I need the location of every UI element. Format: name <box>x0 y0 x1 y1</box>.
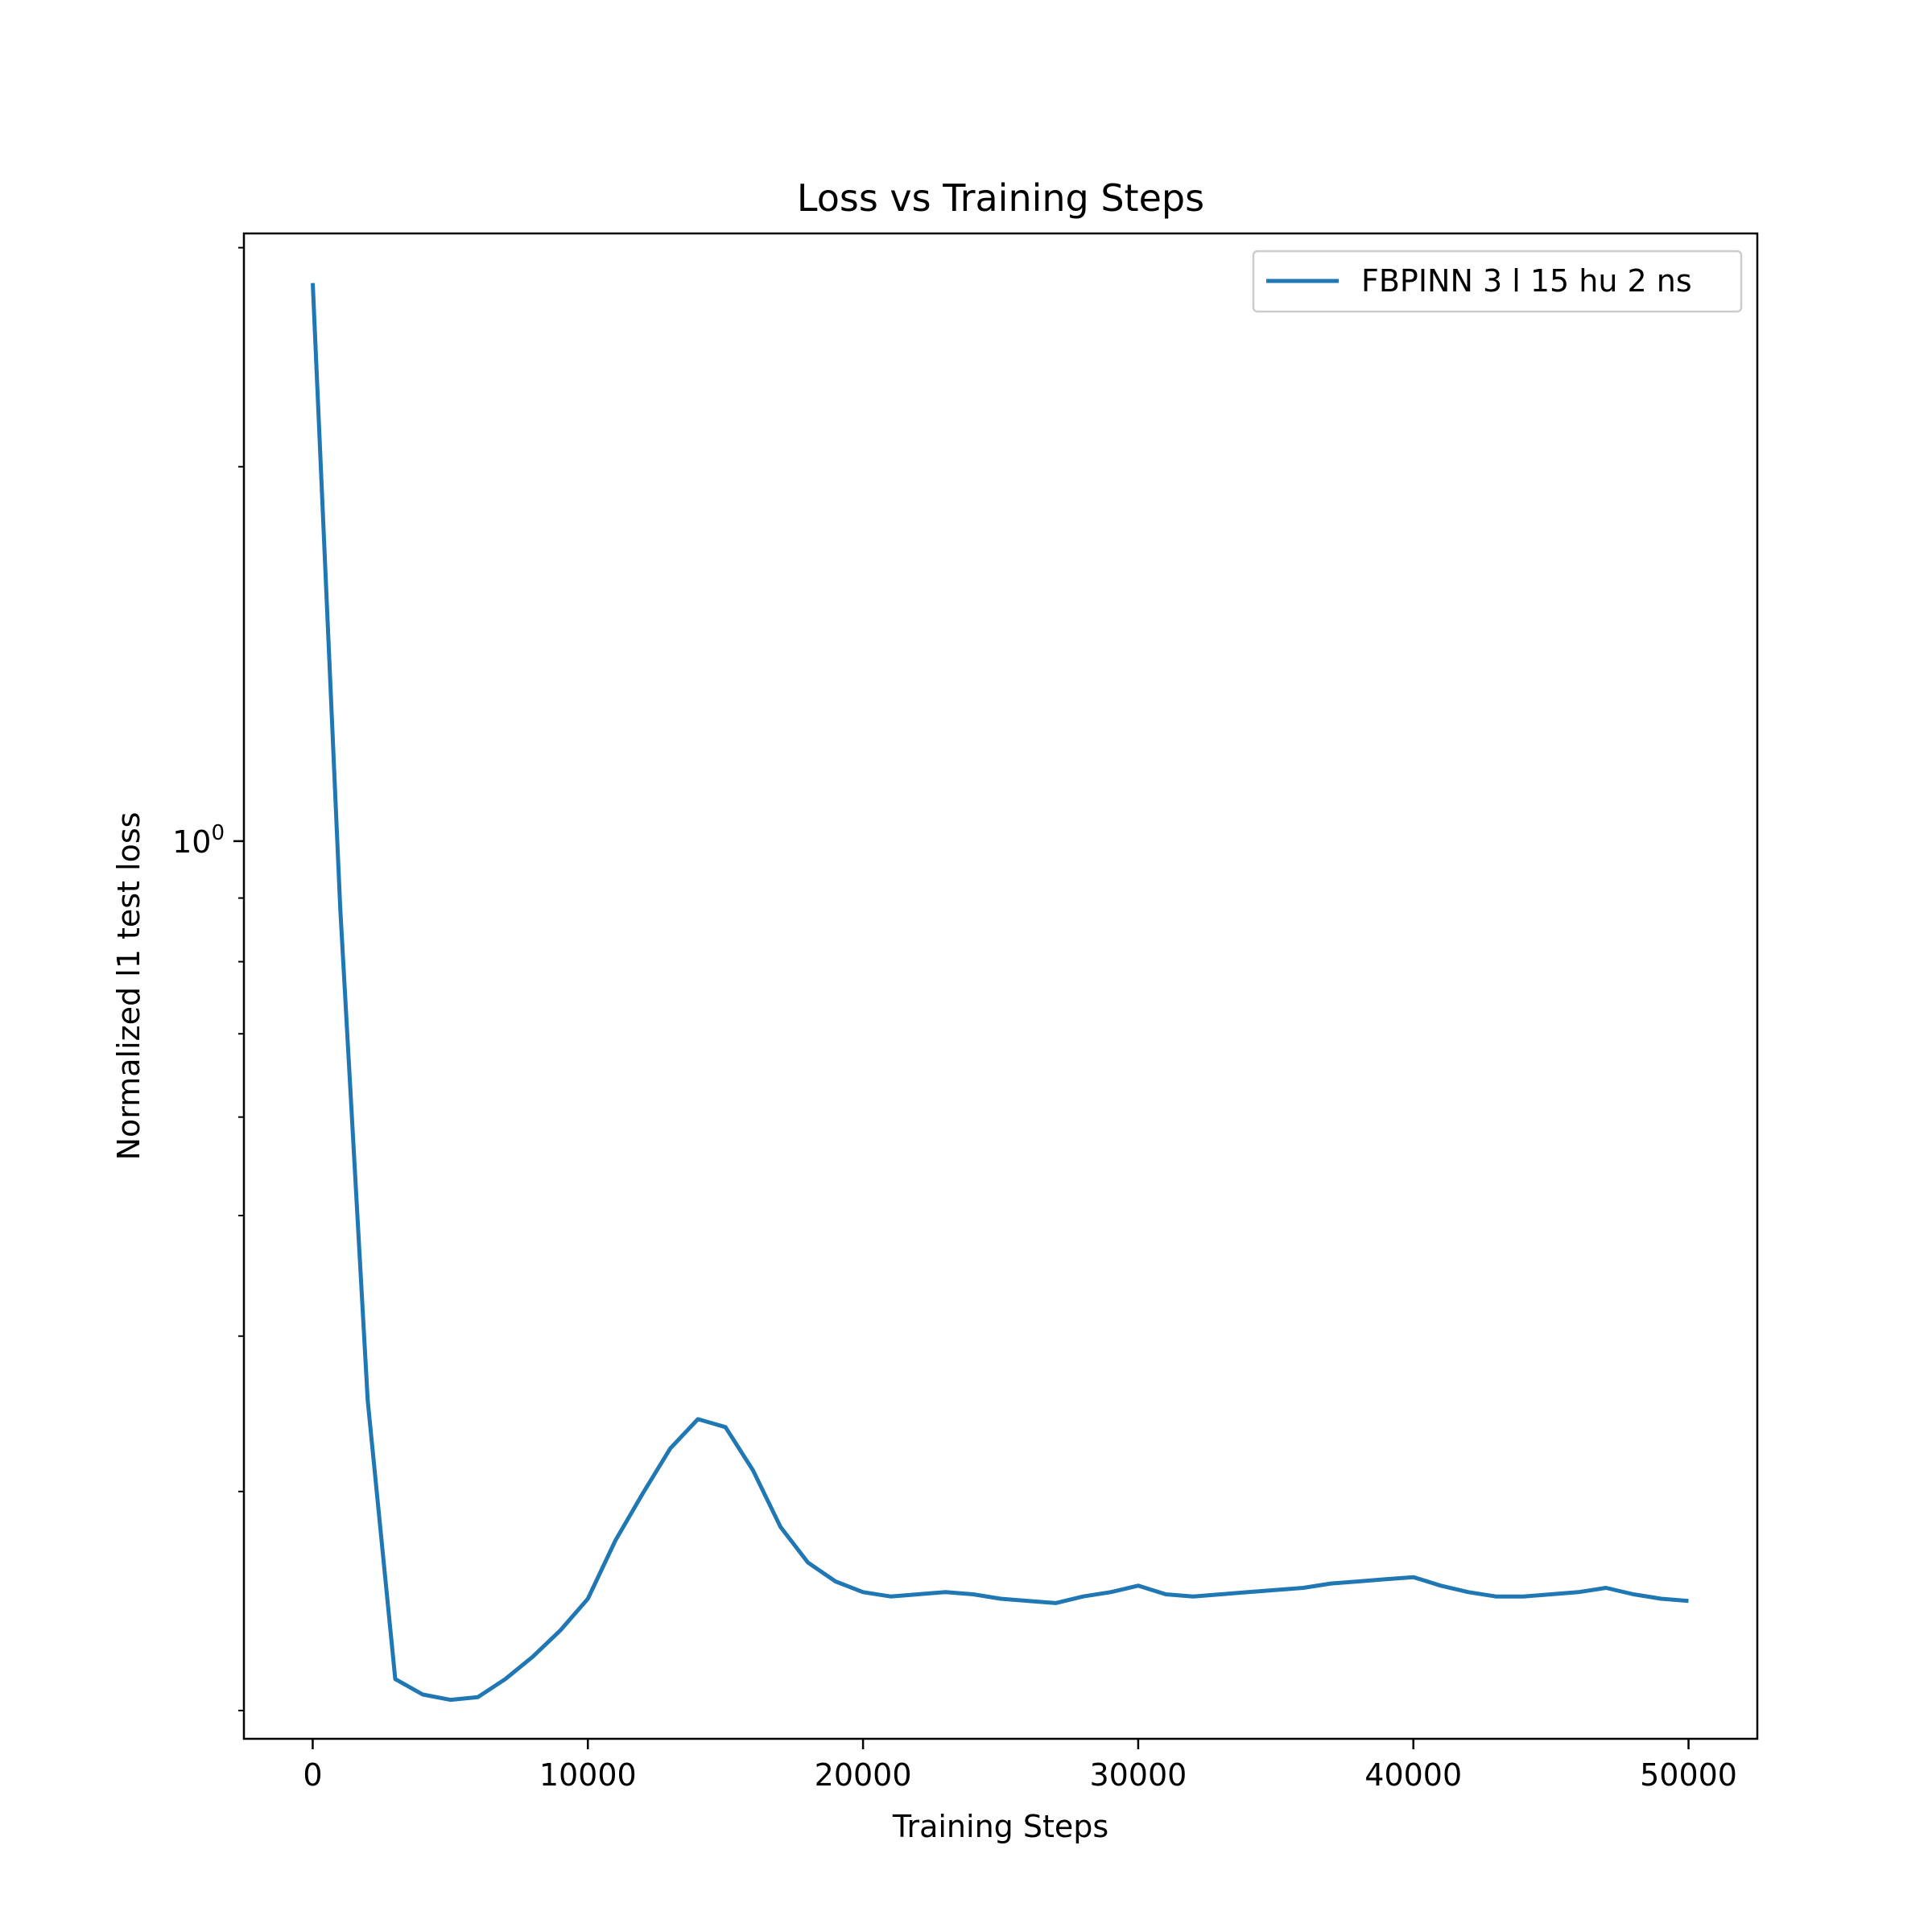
x-tick-label: 0 <box>303 1757 322 1793</box>
x-tick-label: 20000 <box>815 1757 912 1793</box>
legend-box <box>1252 250 1743 313</box>
x-axis-label: Training Steps <box>892 1809 1108 1844</box>
x-tick-label: 40000 <box>1364 1757 1462 1793</box>
legend: FBPINN 3 l 15 hu 2 ns <box>1252 250 1743 313</box>
plot-area <box>311 283 1689 1703</box>
x-axis-ticks: 0 10000 20000 30000 40000 50000 <box>303 1739 1737 1793</box>
y-tick-label: 100 <box>172 821 225 860</box>
y-axis-label: Normalized l1 test loss <box>111 812 147 1161</box>
x-tick-label: 10000 <box>539 1757 637 1793</box>
plot-frame <box>242 232 1759 1740</box>
legend-label: FBPINN 3 l 15 hu 2 ns <box>1361 263 1692 299</box>
series-line <box>311 283 1689 1703</box>
chart-title: Loss vs Training Steps <box>797 176 1204 220</box>
x-tick-label: 50000 <box>1640 1757 1737 1793</box>
y-axis-ticks: 100 <box>172 246 244 1711</box>
x-tick-label: 30000 <box>1089 1757 1187 1793</box>
